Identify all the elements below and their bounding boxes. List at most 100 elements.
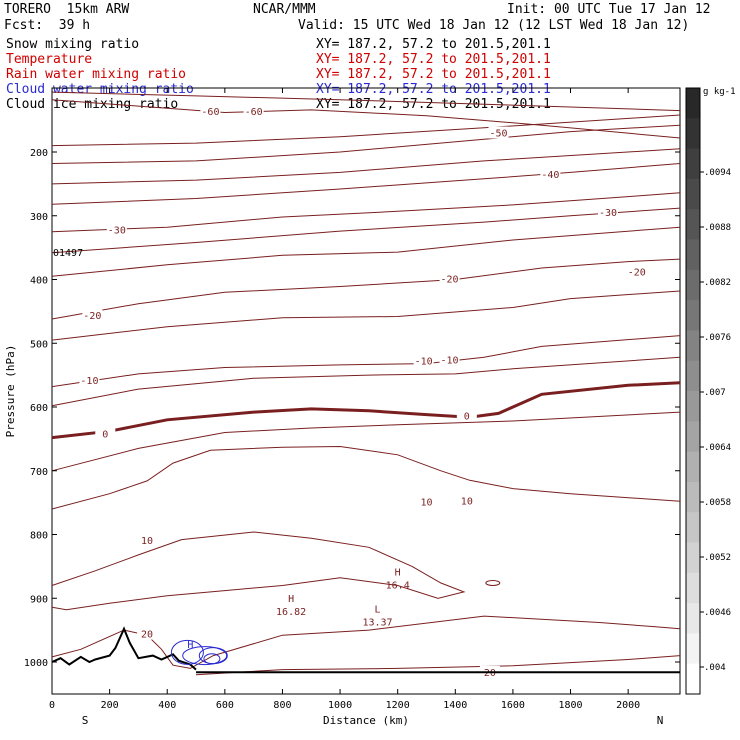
contour-line (51, 207, 681, 254)
cloud-water-contour (203, 653, 221, 665)
contour-line (51, 114, 681, 147)
contour-line (51, 445, 681, 510)
y-tick-label: 700 (30, 467, 48, 478)
legend-temperature: Temperature (6, 52, 93, 67)
colorbar-cell (686, 603, 700, 634)
contour-label: -20 (83, 311, 101, 322)
contour-label-bg (416, 495, 437, 508)
contour-label: 20 (141, 630, 153, 641)
colorbar-tick-label: .004 (704, 663, 726, 673)
legend-cloud-water-xy: XY= 187.2, 57.2 to 201.5,201.1 (316, 82, 551, 97)
colorbar-cell (686, 88, 700, 119)
colorbar-tick-label: .0088 (704, 223, 731, 233)
valid-time: Valid: 15 UTC Wed 18 Jan 12 (12 LST Wed … (298, 18, 690, 33)
extremum-value: 16.4 (386, 581, 410, 592)
contour-label-bg (439, 353, 460, 366)
legend-snow: Snow mixing ratio (6, 37, 140, 52)
temperature-contours (51, 91, 681, 676)
extremum-value: 16.82 (276, 607, 306, 618)
contour-line (51, 290, 681, 341)
y-tick-label: 900 (30, 594, 48, 605)
colorbar-cell (686, 481, 700, 513)
legend-temperature-xy: XY= 187.2, 57.2 to 201.5,201.1 (316, 52, 551, 67)
forecast-hour: Fcst: 39 h (4, 18, 91, 33)
colorbar-cell (686, 360, 700, 392)
y-tick-label: 1000 (24, 658, 48, 669)
init-time: Init: 00 UTC Tue 17 Jan 12 (507, 2, 711, 17)
plot-frame (51, 87, 681, 695)
extremum-marker: L (375, 605, 381, 616)
contour-line (51, 531, 466, 611)
x-tick-label: 1600 (501, 700, 525, 711)
contour-label-bg (456, 494, 477, 507)
contour-label: -60 (245, 107, 263, 118)
contour-label-bg (597, 206, 618, 219)
colorbar-cell (686, 512, 700, 543)
colorbar-cell (686, 300, 700, 331)
center-title: NCAR/MMM (253, 2, 316, 17)
contour-line (51, 356, 681, 407)
contour-label-bg (413, 354, 434, 367)
contour-label: 0 (102, 429, 108, 440)
colorbar-tick-label: .007 (704, 388, 726, 398)
colorbar-tick-label: .0052 (704, 553, 731, 563)
contour-labels: -60 -60 -50 -40 -30 -30 -20 -20 -20 -10 -10 -10 0 0 10… (79, 104, 647, 679)
x-tick-label: 1200 (386, 700, 410, 711)
colorbar-tick-label: .0076 (704, 333, 731, 343)
contour-line (51, 148, 681, 185)
contour-label: -20 (628, 267, 646, 278)
extremum-marker: H (288, 594, 294, 605)
y-tick-label: 300 (30, 212, 48, 223)
contour-label: -50 (489, 129, 507, 140)
colorbar-cell (686, 421, 700, 453)
x-tick-label: 2000 (616, 700, 640, 711)
contour-label: -10 (441, 355, 459, 366)
contour-line (51, 381, 681, 440)
contour-line (51, 615, 681, 669)
legend-rain: Rain water mixing ratio (6, 67, 187, 82)
contour-label-bg (200, 104, 221, 117)
colorbar-tick-label: .0058 (704, 498, 731, 508)
colorbar: .0094 .0088 .0082 .0076 .007 .0064 .0058 .0052.… (685, 87, 731, 695)
colorbar-cell (686, 239, 700, 271)
contour-line (51, 335, 681, 388)
colorbar-tick-label: .0064 (704, 443, 731, 453)
y-tick-label: 200 (30, 148, 48, 159)
contour-line (51, 411, 681, 472)
colorbar-cell (686, 572, 700, 604)
colorbar-cell (686, 209, 700, 240)
colorbar-tick-label: .0046 (704, 608, 731, 618)
contour-line (51, 163, 681, 205)
y-tick-label: 600 (30, 403, 48, 414)
colorbar-cell (686, 542, 700, 574)
y-axis-label: Pressure (hPa) (4, 345, 17, 438)
extremum-marker: H (395, 568, 401, 579)
colorbar-unit: g kg-1 (703, 87, 736, 97)
contour-label-bg (488, 126, 509, 139)
x-end-label-south: S (82, 714, 89, 727)
contour-label-bg (95, 427, 116, 440)
contour-label-bg (456, 409, 477, 422)
x-tick-label: 800 (273, 700, 291, 711)
colorbar-cell (686, 633, 700, 665)
contour-label: -40 (541, 170, 559, 181)
x-tick-label: 400 (158, 700, 176, 711)
contour-line (51, 226, 681, 277)
y-tick-label: 500 (30, 339, 48, 350)
contour-label-bg (79, 373, 100, 386)
x-tick-label: 1000 (328, 700, 352, 711)
x-tick-label: 1800 (558, 700, 582, 711)
contour-label: -30 (108, 225, 126, 236)
contour-line (51, 258, 681, 320)
x-tick-label: 0 (49, 700, 55, 711)
x-tick-label: 200 (101, 700, 119, 711)
colorbar-cell (686, 663, 700, 695)
extrema-labels: H 16.82 H 16.4 L 13.37 (276, 568, 410, 629)
contour-line (51, 124, 681, 164)
x-tick-label: 1400 (443, 700, 467, 711)
contour-label-bg (439, 272, 460, 285)
contour-label: -10 (415, 357, 433, 368)
model-title: TORERO 15km ARW (4, 2, 130, 17)
contour-label: -20 (441, 275, 459, 286)
